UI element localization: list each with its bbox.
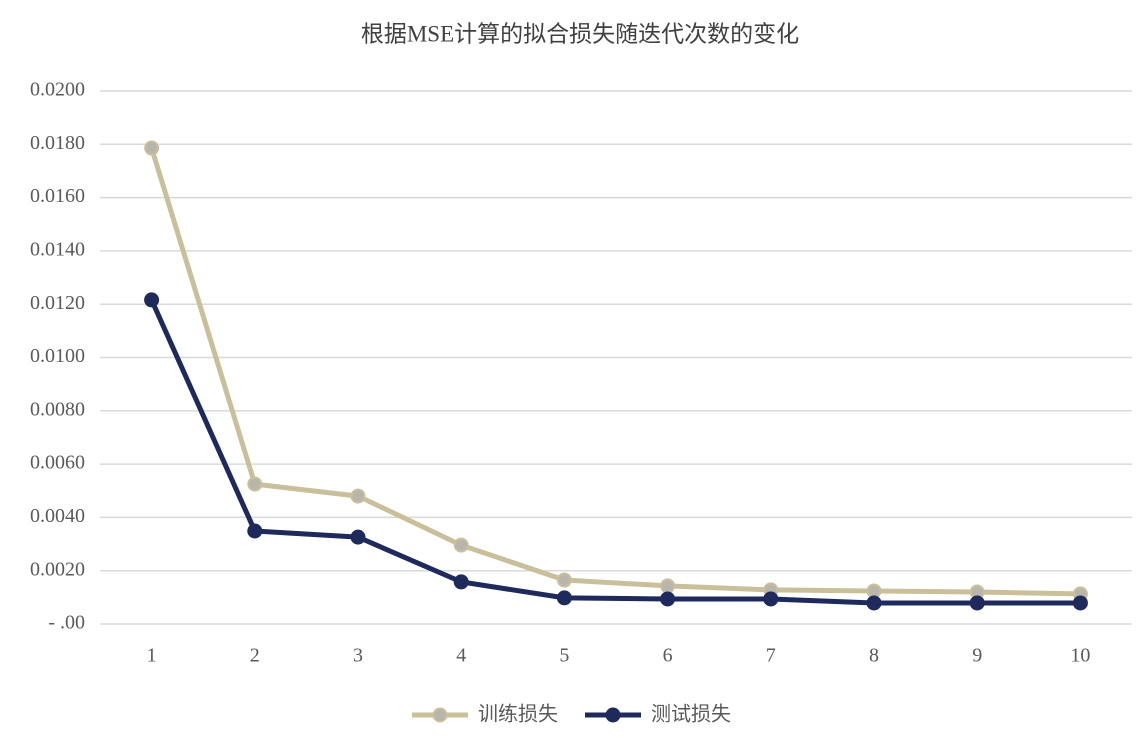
point-marker xyxy=(144,292,160,308)
y-tick-label: 0.0140 xyxy=(30,238,85,260)
point-marker xyxy=(866,595,882,611)
point-marker xyxy=(660,591,676,607)
point-marker xyxy=(556,572,572,588)
point-marker xyxy=(350,488,366,504)
legend-label: 训练损失 xyxy=(478,703,558,726)
point-marker xyxy=(350,529,366,545)
point-marker xyxy=(1072,595,1088,611)
x-tick-label: 6 xyxy=(663,645,673,667)
y-tick-label: 0.0120 xyxy=(30,292,85,314)
x-tick-label: 1 xyxy=(147,645,157,667)
y-tick-label: 0.0100 xyxy=(30,345,85,367)
x-tick-label: 5 xyxy=(559,645,569,667)
x-tick-label: 4 xyxy=(456,645,466,667)
x-tick-label: 3 xyxy=(353,645,363,667)
legend-label: 测试损失 xyxy=(651,703,731,726)
y-tick-label: 0.0080 xyxy=(30,398,85,420)
point-marker xyxy=(247,523,263,539)
y-tick-label: 0.0040 xyxy=(30,505,85,527)
chart-title: 根据MSE计算的拟合损失随迭代次数的变化 xyxy=(361,21,799,46)
x-tick-label: 10 xyxy=(1070,645,1090,667)
x-tick-label: 7 xyxy=(766,645,776,667)
y-tick-label: 0.0180 xyxy=(30,132,85,154)
point-marker xyxy=(763,591,779,607)
series-line xyxy=(149,147,1081,597)
point-marker xyxy=(556,590,572,606)
legend-swatch-marker xyxy=(605,707,621,723)
x-tick-label: 9 xyxy=(972,645,982,667)
y-tick-label: - .00 xyxy=(48,612,85,634)
point-marker xyxy=(247,476,263,492)
x-tick-label: 8 xyxy=(869,645,879,667)
y-tick-label: 0.0060 xyxy=(30,452,85,474)
series-line xyxy=(149,298,1081,606)
y-tick-label: 0.0200 xyxy=(30,79,85,101)
point-marker xyxy=(144,140,160,156)
y-tick-label: 0.0160 xyxy=(30,185,85,207)
point-marker xyxy=(660,578,676,594)
point-marker xyxy=(453,574,469,590)
x-tick-label: 2 xyxy=(250,645,260,667)
point-marker xyxy=(969,595,985,611)
point-marker xyxy=(453,537,469,553)
legend-swatch-marker xyxy=(432,707,448,723)
y-tick-label: 0.0020 xyxy=(30,558,85,580)
